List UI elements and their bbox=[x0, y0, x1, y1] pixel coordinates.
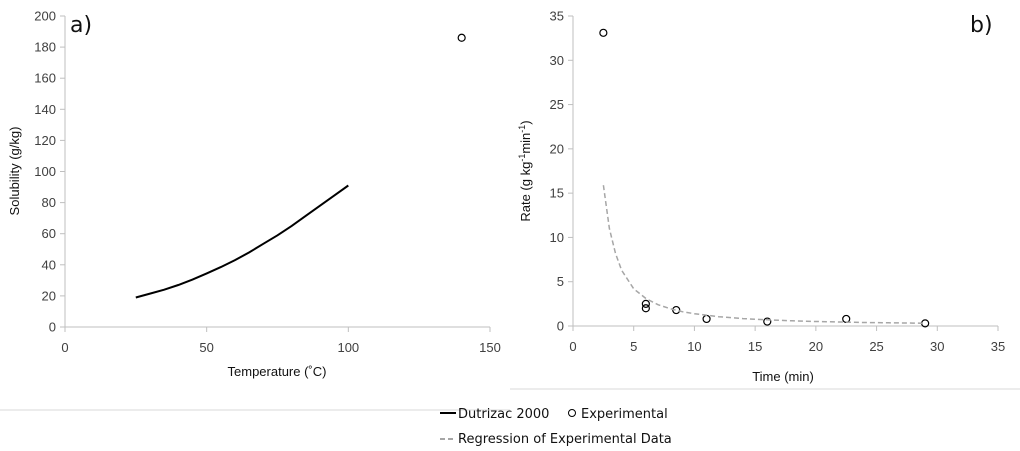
x-tick-label-a: 100 bbox=[337, 340, 359, 355]
data-point-b-1 bbox=[641, 299, 650, 308]
legend-label-dutrizac: Dutrizac 2000 bbox=[458, 407, 549, 422]
y-tick-label-a: 20 bbox=[42, 288, 56, 303]
y-tick-label-b: 0 bbox=[557, 319, 564, 334]
y-tick-label-a: 40 bbox=[42, 257, 56, 272]
chart-b-marks bbox=[599, 28, 930, 328]
x-tick-label-a: 150 bbox=[479, 340, 501, 355]
y-tick-label-a: 60 bbox=[42, 226, 56, 241]
data-point-b-0 bbox=[599, 28, 608, 37]
series-line-a-0 bbox=[135, 184, 349, 299]
x-tick-label-b: 35 bbox=[991, 339, 1005, 354]
series-line-b-1 bbox=[602, 185, 926, 325]
legend: Dutrizac 2000 Experimental Regression of… bbox=[440, 407, 672, 447]
x-tick-label-b: 25 bbox=[869, 339, 883, 354]
x-axis-label-a: Temperature (˚C) bbox=[228, 364, 327, 379]
chart-a-ticks: 0 20 40 60 80 100 120 140 160 180 200 0 50 100 150 bbox=[34, 9, 501, 356]
chart-panel-b: 0 5 10 15 20 25 30 35 0 5 10 15 20 25 30 35 b) Time (mi… bbox=[517, 9, 1005, 385]
y-tick-label-a: 120 bbox=[34, 133, 56, 148]
y-tick-label-b: 25 bbox=[550, 97, 564, 112]
y-axis-label-b: Rate (g kg-1min-1) bbox=[517, 120, 533, 221]
panel-label-a: a) bbox=[70, 13, 92, 38]
y-tick-label-b: 5 bbox=[557, 274, 564, 289]
y-tick-label-b: 20 bbox=[550, 141, 564, 156]
x-tick-label-b: 30 bbox=[930, 339, 944, 354]
x-tick-label-b: 15 bbox=[748, 339, 762, 354]
y-tick-label-b: 30 bbox=[550, 53, 564, 68]
y-axis-label-a: Solubility (g/kg) bbox=[7, 127, 22, 216]
data-point-b-5 bbox=[763, 317, 772, 326]
chart-a-marks bbox=[135, 33, 466, 299]
chart-b-axes bbox=[572, 16, 998, 327]
data-point-b-2 bbox=[641, 304, 650, 313]
x-tick-label-b: 0 bbox=[569, 339, 576, 354]
y-tick-label-a: 160 bbox=[34, 71, 56, 86]
y-tick-label-b: 15 bbox=[550, 186, 564, 201]
chart-b-ticks: 0 5 10 15 20 25 30 35 0 5 10 15 20 25 30 35 bbox=[550, 9, 1006, 355]
panel-label-b: b) bbox=[970, 13, 993, 38]
chart-a-axes bbox=[64, 16, 490, 328]
y-tick-label-a: 140 bbox=[34, 102, 56, 117]
y-tick-label-b: 10 bbox=[550, 230, 564, 245]
data-point-b-6 bbox=[842, 314, 851, 324]
legend-symbol-experimental bbox=[568, 409, 576, 417]
x-axis-label-b: Time (min) bbox=[752, 369, 814, 384]
y-tick-label-a: 0 bbox=[49, 320, 56, 335]
y-tick-label-a: 180 bbox=[34, 40, 56, 55]
y-tick-label-b: 35 bbox=[550, 9, 564, 24]
x-tick-label-b: 20 bbox=[809, 339, 823, 354]
x-tick-label-a: 0 bbox=[61, 340, 68, 355]
legend-label-regression: Regression of Experimental Data bbox=[458, 432, 672, 447]
legend-label-experimental: Experimental bbox=[581, 407, 668, 422]
data-point-a-0 bbox=[457, 33, 466, 42]
data-point-b-4 bbox=[702, 314, 711, 324]
x-tick-label-a: 50 bbox=[199, 340, 213, 355]
y-tick-label-a: 100 bbox=[34, 164, 56, 179]
x-tick-label-b: 10 bbox=[687, 339, 701, 354]
x-tick-label-b: 5 bbox=[630, 339, 637, 354]
y-tick-label-a: 200 bbox=[34, 9, 56, 24]
y-tick-label-a: 80 bbox=[42, 195, 56, 210]
